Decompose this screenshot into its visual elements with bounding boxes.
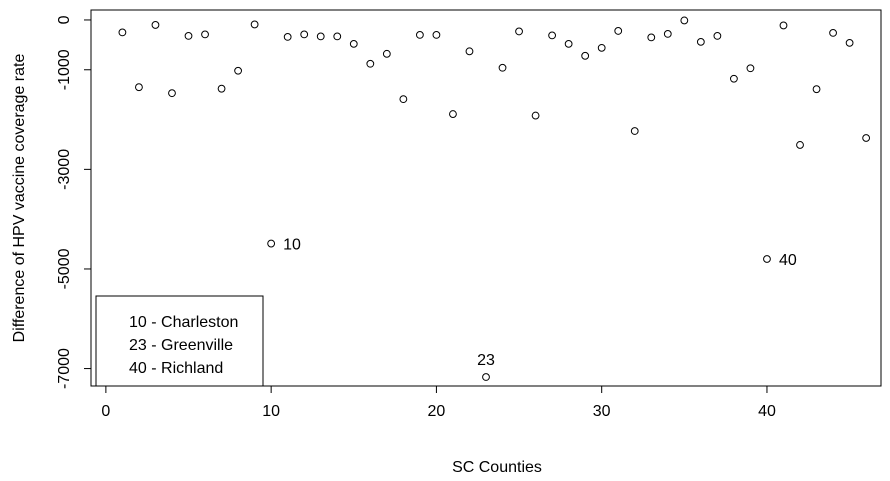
data-point [415, 31, 424, 39]
y-axis: 0 -1000 -3000 -5000 -7000 [56, 15, 92, 389]
x-axis-label: SC Counties [452, 459, 542, 476]
x-tick-label: 10 [262, 403, 280, 420]
data-point [382, 49, 391, 58]
data-point [614, 27, 623, 35]
data-point [581, 51, 590, 60]
data-point [630, 127, 639, 135]
data-point [168, 89, 176, 98]
data-point [713, 31, 722, 40]
data-point [449, 110, 457, 118]
legend: 10 - Charleston 23 - Greenville 40 - Ric… [95, 295, 264, 387]
x-tick-label: 20 [428, 403, 446, 420]
point-label: 10 [283, 237, 301, 254]
data-point [135, 83, 143, 92]
point-label: 40 [779, 252, 797, 269]
data-point [349, 39, 358, 48]
data-point [217, 84, 226, 93]
data-point [548, 31, 557, 40]
x-tick-label: 0 [101, 403, 110, 420]
legend-box [95, 295, 264, 387]
data-point [845, 38, 854, 47]
y-tick-label: -1000 [56, 49, 73, 90]
data-point [234, 66, 242, 75]
data-point [316, 32, 325, 41]
data-point [151, 21, 160, 29]
legend-entry-1: 10 - Charleston [129, 314, 238, 331]
data-point [333, 32, 342, 41]
data-point [564, 39, 573, 48]
y-tick-label: -5000 [56, 248, 73, 289]
data-point [250, 20, 259, 29]
x-axis: 0 10 20 30 40 [101, 385, 776, 420]
data-point [184, 31, 193, 40]
data-point [696, 37, 705, 46]
data-point [862, 134, 871, 142]
data-point [366, 59, 375, 68]
data-point [267, 239, 276, 248]
data-point [647, 33, 656, 42]
data-points [118, 16, 871, 381]
data-point [829, 29, 837, 37]
data-point [531, 111, 540, 120]
data-point [812, 85, 821, 94]
x-tick-label: 40 [758, 403, 776, 420]
data-point [300, 30, 309, 39]
data-point [763, 255, 771, 263]
data-point [432, 31, 441, 39]
data-point [779, 21, 788, 30]
point-label: 23 [477, 352, 495, 369]
data-point [730, 74, 738, 83]
data-point [283, 32, 292, 41]
data-point [118, 28, 127, 37]
y-axis-label: Difference of HPV vaccine coverage rate [11, 54, 28, 343]
data-point [746, 64, 755, 73]
data-point [680, 16, 689, 25]
data-point [465, 47, 474, 56]
y-tick-label: -3000 [56, 149, 73, 190]
data-point [482, 373, 490, 381]
legend-entry-3: 40 - Richland [129, 360, 223, 377]
legend-entry-2: 23 - Greenville [129, 337, 233, 354]
data-point [515, 27, 523, 36]
data-point [201, 30, 209, 39]
point-labels: 10 23 40 [283, 237, 797, 369]
data-point [663, 30, 672, 38]
data-point [399, 95, 408, 104]
data-point [796, 141, 804, 149]
y-tick-label: 0 [56, 15, 73, 24]
data-point [498, 63, 507, 72]
x-tick-label: 30 [593, 403, 611, 420]
data-point [597, 43, 606, 52]
y-tick-label: -7000 [56, 348, 73, 389]
